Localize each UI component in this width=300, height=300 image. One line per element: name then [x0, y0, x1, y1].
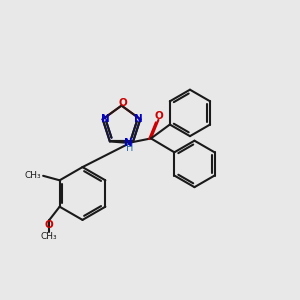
Text: CH₃: CH₃	[41, 232, 57, 241]
Text: O: O	[155, 111, 164, 121]
Text: N: N	[101, 114, 110, 124]
Text: N: N	[124, 138, 133, 148]
Text: O: O	[118, 98, 127, 109]
Text: CH₃: CH₃	[25, 171, 41, 180]
Text: N: N	[134, 114, 142, 124]
Text: O: O	[45, 220, 53, 230]
Text: H: H	[126, 143, 134, 153]
